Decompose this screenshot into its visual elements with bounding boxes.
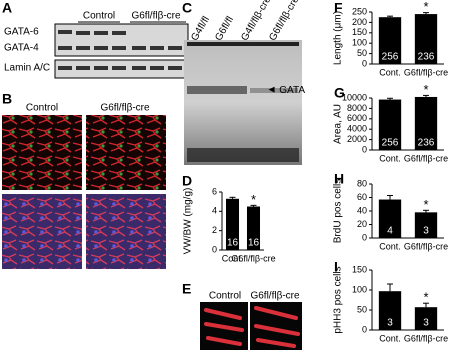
bar (414, 212, 438, 238)
panel-label: D (182, 173, 192, 189)
y-tick-label: 200 (352, 17, 367, 27)
n-label: 236 (418, 52, 435, 63)
group-label: G6fl/flβ-cre (100, 103, 150, 114)
x-tick-label: Cont. (379, 67, 401, 77)
group-label: Control (83, 11, 115, 22)
n-label: 236 (418, 138, 435, 149)
bar (378, 99, 402, 150)
blot (54, 23, 189, 57)
y-tick-label: 4000 (347, 124, 367, 134)
y-tick-label: 2 (212, 225, 217, 235)
lane-label: G4fl/fl (189, 15, 212, 43)
y-tick-label: 50 (357, 304, 367, 314)
row-label: Lamin A/C (4, 63, 50, 74)
significance: * (423, 290, 428, 305)
bar (246, 206, 261, 250)
y-tick-label: 4 (212, 206, 217, 216)
y-tick-label: 10000 (342, 92, 367, 102)
x-tick-label: G6fl/flβ-cre (404, 153, 448, 163)
n-label: 256 (382, 138, 399, 149)
y-tick-label: 20 (357, 219, 367, 229)
bar (378, 291, 402, 330)
y-tick-label: 100 (352, 38, 367, 48)
group-label: G6fl/flβ-cre (131, 11, 181, 22)
panel-label: A (2, 0, 12, 16)
x-tick-label: G6fl/flβ-cre (404, 241, 448, 251)
n-label: 256 (382, 52, 399, 63)
gel-bands (187, 42, 299, 162)
y-axis-label: pHH3 pos cells (333, 266, 344, 333)
panel-label: I (334, 259, 338, 275)
gel (184, 40, 302, 165)
y-tick-label: 0 (212, 244, 217, 254)
n-label: 3 (423, 318, 429, 329)
y-tick-label: 0 (362, 58, 367, 68)
group-label: G6fl/flβ-cre (250, 291, 300, 302)
micrograph (86, 194, 166, 269)
y-tick-label: 100 (352, 284, 367, 294)
bar (225, 198, 240, 250)
lane-label: G6fl/flβ-cre (267, 0, 301, 43)
y-tick-label: 60 (357, 192, 367, 202)
panel-label: F (334, 0, 343, 16)
bar (414, 307, 438, 330)
x-tick-label: Cont. (379, 241, 401, 251)
panel-label: C (182, 0, 192, 16)
y-axis-label: Length (μm) (333, 11, 344, 65)
significance: * (423, 82, 428, 97)
group-label: Control (209, 291, 241, 302)
n-label: 16 (248, 238, 260, 249)
n-label: 3 (387, 318, 393, 329)
row-label: GATA-4 (4, 43, 39, 54)
significance: * (423, 197, 428, 212)
x-tick-label: G6fl/flβ-cre (231, 253, 275, 263)
x-tick-label: G6fl/flβ-cre (404, 67, 448, 77)
micrograph (86, 115, 166, 190)
group-label: Control (26, 103, 58, 114)
panel-label: G (334, 85, 345, 101)
x-tick-label: Cont. (222, 253, 244, 263)
n-label: 3 (423, 226, 429, 237)
band-label-text: GATA (279, 85, 305, 96)
micrograph (2, 194, 82, 269)
band-label: ◄ GATA (267, 85, 306, 96)
lane-label: G6fl/fl (213, 15, 236, 43)
y-axis-label: VW/BW (mg/g) (183, 188, 194, 255)
y-tick-label: 6000 (347, 113, 367, 123)
y-tick-label: 8000 (347, 103, 367, 113)
y-tick-label: 250 (352, 6, 367, 16)
n-label: 16 (227, 238, 239, 249)
x-tick-label: Cont. (379, 333, 401, 343)
y-tick-label: 150 (352, 27, 367, 37)
bar (378, 199, 402, 238)
y-tick-label: 0 (362, 324, 367, 334)
charts: DVW/BW (mg/g) 0 2 4 6 16 Cont. 16 G6fl/flβ-cre * F… (182, 0, 448, 343)
significance: * (423, 0, 428, 14)
significance: * (251, 192, 256, 207)
y-tick-label: 2000 (347, 134, 367, 144)
y-tick-label: 40 (357, 205, 367, 215)
panel-label: E (182, 281, 191, 297)
y-tick-label: 0 (362, 144, 367, 154)
panel-label: H (334, 171, 344, 187)
x-tick-label: Cont. (379, 153, 401, 163)
y-tick-label: 0 (362, 232, 367, 242)
bar (378, 17, 402, 64)
y-tick-label: 150 (352, 264, 367, 274)
myocytes (204, 306, 300, 348)
micrograph (2, 115, 82, 190)
bar (414, 14, 438, 64)
n-label: 4 (387, 226, 393, 237)
bar (414, 96, 438, 150)
x-tick-label: G6fl/flβ-cre (404, 333, 448, 343)
row-label: GATA-6 (4, 27, 39, 38)
blot-bands (58, 30, 182, 70)
y-tick-label: 50 (357, 48, 367, 58)
y-axis-label: Area, AU (333, 104, 344, 144)
panel-label: B (2, 91, 12, 107)
y-tick-label: 6 (212, 186, 217, 196)
y-axis-label: BrdU pos cells (333, 179, 344, 243)
y-tick-label: 80 (357, 178, 367, 188)
